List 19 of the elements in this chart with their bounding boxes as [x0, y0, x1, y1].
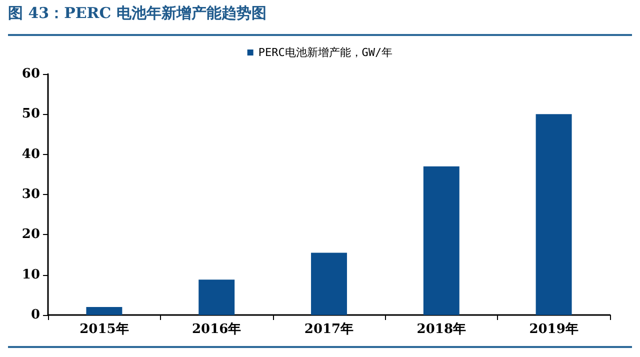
y-tick-label: 10	[22, 267, 40, 282]
legend-label: PERC电池新增产能，GW/年	[258, 46, 393, 59]
x-tick-label: 2017年	[304, 322, 354, 337]
y-tick-label: 50	[22, 106, 40, 122]
x-tick-label: 2015年	[80, 322, 129, 337]
chart-title: 图 43：PERC 电池年新增产能趋势图	[8, 4, 266, 23]
x-tick-label: 2018年	[416, 322, 466, 337]
y-tick-label: 40	[22, 146, 40, 162]
y-tick-label: 20	[22, 227, 40, 242]
y-tick-label: 60	[22, 66, 40, 82]
bar	[198, 280, 235, 315]
x-tick-label: 2019年	[529, 322, 578, 337]
bar	[423, 166, 460, 315]
y-tick-label: 30	[22, 187, 40, 202]
bar	[536, 114, 572, 315]
y-tick-label: 0	[30, 308, 40, 322]
x-tick-label: 2016年	[192, 322, 242, 337]
bar	[86, 306, 122, 315]
bar	[311, 252, 347, 315]
